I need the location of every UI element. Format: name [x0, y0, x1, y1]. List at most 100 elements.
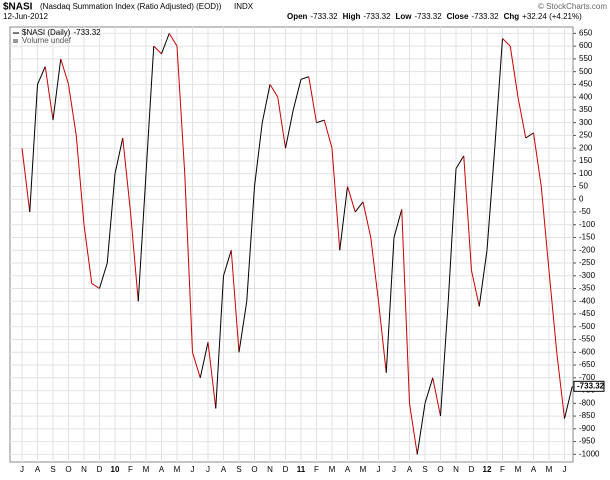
line-segment [130, 211, 139, 302]
quote-value: -733.32 [471, 12, 499, 21]
line-segment [370, 237, 379, 302]
x-tick-label: D [97, 465, 103, 474]
y-tick-label: 50 [579, 182, 588, 191]
y-tick-label: -850 [579, 411, 596, 420]
line-segment [168, 33, 178, 47]
y-tick-label: -350 [579, 284, 596, 293]
line-segment [269, 84, 279, 98]
line-segment [478, 250, 488, 307]
line-segment [316, 119, 325, 124]
line-segment [75, 135, 85, 225]
x-tick-label: A [35, 465, 41, 474]
line-segment [184, 173, 193, 353]
line-segment [401, 209, 410, 404]
y-tick-label: -800 [579, 398, 596, 407]
line-segment [192, 352, 201, 378]
line-segment [455, 155, 465, 169]
y-tick-label: -1000 [579, 449, 600, 458]
legend-label: $NASI (Daily) [22, 28, 71, 37]
y-tick-label: -550 [579, 335, 596, 344]
x-tick-label: J [20, 465, 24, 474]
legend-swatch [13, 39, 18, 43]
line-segment [230, 250, 240, 353]
x-tick-label: M [174, 465, 181, 474]
quote-value: -733.32 [310, 12, 338, 21]
y-tick-label: -700 [579, 373, 596, 382]
line-segment [292, 79, 302, 111]
x-tick-label: A [531, 465, 537, 474]
quote-label: High [343, 12, 361, 21]
y-tick-label: 150 [579, 156, 593, 165]
line-segment [540, 186, 550, 271]
x-tick-label: M [329, 465, 336, 474]
line-segment [331, 148, 341, 251]
x-tick-label: F [314, 465, 319, 474]
y-tick-label: 200 [579, 143, 593, 152]
y-tick-label: -400 [579, 296, 596, 305]
x-tick-label: M [143, 465, 150, 474]
line-segment [494, 38, 503, 149]
y-tick-label: 300 [579, 118, 593, 127]
line-segment [308, 76, 317, 123]
y-tick-label: 450 [579, 80, 593, 89]
last-value-label: -733.32 [577, 381, 605, 390]
quote-label: Open [287, 12, 308, 21]
date: 12-Jun-2012 [3, 12, 48, 21]
line-segment [44, 66, 54, 121]
x-tick-label: S [50, 465, 55, 474]
x-tick-label: A [407, 465, 413, 474]
line-segment [106, 173, 116, 264]
price-line [21, 33, 573, 455]
line-segment [471, 270, 480, 307]
y-tick-label: -950 [579, 437, 596, 446]
x-tick-label: 12 [483, 465, 492, 474]
line-segment [517, 97, 527, 139]
y-tick-label: 350 [579, 105, 593, 114]
y-tick-label: 550 [579, 54, 593, 63]
line-segment [199, 341, 209, 378]
y-tick-label: -50 [579, 207, 591, 216]
line-segment [238, 301, 248, 353]
line-segment [145, 46, 155, 174]
line-segment [354, 201, 364, 213]
y-tick-label: -450 [579, 309, 596, 318]
legend-value: -733.32 [73, 28, 101, 37]
line-segment [300, 76, 309, 80]
line-segment [21, 148, 31, 213]
y-tick-label: -150 [579, 233, 596, 242]
line-segment [339, 186, 348, 251]
x-tick-label: J [392, 465, 396, 474]
x-tick-label: S [236, 465, 241, 474]
legend-label: Volume undef [22, 36, 72, 45]
line-segment [223, 250, 232, 276]
quote-label: Chg [504, 12, 520, 21]
line-segment [378, 301, 387, 373]
line-segment [424, 377, 434, 404]
x-tick-label: A [345, 465, 351, 474]
quote-value: -733.32 [363, 12, 391, 21]
line-segment [409, 403, 418, 455]
line-segment [37, 66, 46, 85]
line-segment [137, 173, 147, 302]
x-tick-label: A [159, 465, 165, 474]
line-segment [254, 122, 263, 187]
x-tick-label: S [422, 465, 427, 474]
x-tick-label: N [453, 465, 459, 474]
x-tick-label: N [81, 465, 87, 474]
header: $NASI (Nasdaq Summation Index (Ratio Adj… [3, 2, 607, 21]
line-segment [277, 97, 286, 149]
y-tick-label: -250 [579, 258, 596, 267]
line-segment [52, 58, 62, 121]
y-tick-label: -500 [579, 322, 596, 331]
line-segment [285, 109, 294, 149]
line-segment [533, 132, 542, 187]
line-segment [509, 46, 519, 98]
y-tick-label: -650 [579, 360, 596, 369]
line-segment [83, 224, 93, 284]
x-tick-label: F [128, 465, 133, 474]
line-segment [29, 84, 38, 213]
x-tick-label: J [563, 465, 567, 474]
line-segment [416, 403, 426, 455]
line-segment [323, 119, 333, 149]
